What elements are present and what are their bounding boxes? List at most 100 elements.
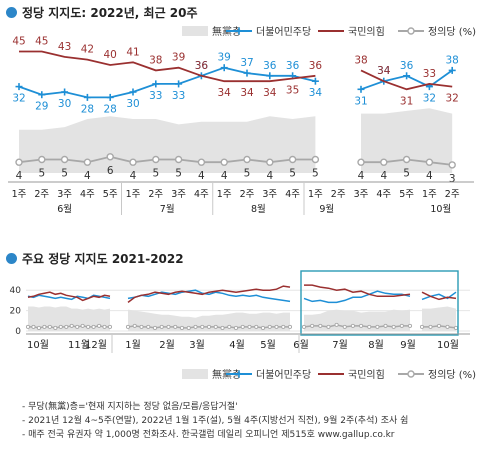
sub-jp-marker	[247, 324, 252, 329]
sub-month-label: 10월	[437, 339, 459, 351]
data-label: 36	[195, 60, 209, 72]
sub-jp-marker	[42, 324, 47, 329]
legend-label: 더불어민주당	[256, 369, 311, 381]
data-label: 36	[286, 60, 300, 72]
data-label: 3	[449, 173, 456, 185]
sub-jp-marker	[86, 324, 91, 329]
data-label: 28	[104, 103, 117, 115]
series-line-1-0	[19, 50, 316, 83]
x-tick-label: 3주	[57, 189, 72, 200]
data-label: 34	[377, 65, 391, 77]
sub-jp-marker	[200, 324, 205, 329]
data-label: 36	[195, 60, 209, 72]
sub-jp-marker	[186, 325, 191, 330]
series-line-2-0	[18, 155, 316, 164]
data-label: 38	[354, 54, 367, 66]
sub-month-label: 7월	[332, 339, 348, 351]
sub-jp-marker	[25, 324, 31, 329]
jp-marker	[380, 158, 388, 166]
sub-month-label: 9월	[400, 339, 416, 351]
sub-series-line-1-2	[304, 284, 411, 298]
x-tick-label: 4주	[285, 189, 300, 200]
sub-jp-marker	[206, 324, 212, 329]
footnotes: - 무당(無黨)층='현재 지지하는 정당 없음/모름/응답거절' - 2021…	[22, 400, 408, 442]
data-label: 34	[218, 87, 232, 99]
sub-jp-marker	[359, 323, 364, 328]
x-tick-label: 5주	[103, 189, 118, 200]
data-label: 32	[423, 93, 436, 105]
y-tick-label: 40	[10, 286, 22, 296]
legend-item: 더불어민주당	[226, 369, 311, 381]
sub-jp-marker	[139, 324, 144, 329]
data-label: 4	[198, 170, 205, 182]
data-label: 31	[354, 95, 367, 107]
x-tick-label: 2주	[331, 189, 346, 200]
sub-jp-marker	[407, 323, 413, 328]
y-tick-label: 20	[10, 307, 22, 317]
sub-month-label: 2월	[159, 339, 175, 351]
x-tick-label: 3주	[171, 189, 186, 200]
jp-marker	[288, 155, 297, 164]
x-tick-label: 1주	[217, 189, 232, 200]
data-label: 5	[312, 168, 319, 180]
data-label: 29	[35, 101, 48, 113]
dp-marker	[106, 93, 114, 101]
legend-marker	[407, 27, 415, 35]
data-label: 36	[400, 60, 414, 72]
jp-marker	[311, 155, 320, 164]
x-tick-label: 5주	[399, 189, 414, 200]
sub-month-label: 3월	[189, 339, 205, 351]
sub-jp-marker	[58, 324, 63, 329]
series-line-1-1	[360, 69, 453, 91]
legend-label: 정의당 (%)	[428, 26, 476, 38]
sub-title-text: 주요 정당 지지도 2021-2022	[22, 252, 184, 266]
sub-month-label: 6월	[293, 339, 309, 351]
data-label: 4	[16, 170, 23, 182]
x-tick-label: 2주	[445, 189, 460, 200]
sub-legend: 無黨층 더불어민주당 국민의힘 정의당 (%)	[182, 368, 476, 381]
data-label: 34	[240, 87, 254, 99]
data-label: 42	[81, 44, 94, 56]
dp-marker	[61, 88, 69, 96]
legend-item: 정의당 (%)	[398, 26, 476, 38]
x-tick-label: 1주	[126, 189, 141, 200]
x-tick-label: 2주	[148, 189, 163, 200]
data-label: 39	[218, 52, 231, 64]
title-bullet-icon	[6, 7, 17, 18]
sub-jp-marker	[91, 324, 96, 329]
dp-marker	[243, 69, 251, 77]
title-bullet-icon-2	[6, 253, 17, 264]
sub-chart-title: 주요 정당 지지도 2021-2022	[6, 250, 184, 267]
x-group-label: 9월	[319, 203, 334, 215]
legend-marker	[235, 370, 243, 378]
x-tick-label: 1주	[308, 189, 323, 200]
legend-item: 정의당 (%)	[398, 369, 476, 381]
nonpartisan-area-0	[19, 116, 316, 173]
data-label: 4	[266, 170, 273, 182]
x-group-label: 8월	[251, 203, 266, 215]
jp-marker	[448, 161, 456, 169]
dp-marker	[311, 77, 319, 85]
sub-series-line-1-1	[127, 285, 291, 303]
sub-jp-marker	[102, 324, 107, 329]
legend-label: 더불어민주당	[256, 26, 311, 38]
data-label: 5	[38, 168, 45, 180]
y-tick-label: 0	[15, 327, 21, 337]
main-title-text: 정당 지지도: 2022년, 최근 20주	[22, 6, 198, 20]
sub-jp-marker	[287, 324, 293, 329]
sub-jp-marker	[281, 324, 286, 329]
sub-month-label: 11월	[68, 339, 90, 351]
data-label: 41	[126, 46, 139, 58]
jp-marker	[15, 158, 23, 166]
data-label: 37	[240, 57, 253, 69]
data-label: 34	[263, 87, 277, 99]
series-line-0-0	[18, 66, 316, 99]
footnote-2: - 2021년 12월 4~5주(연말), 2022년 1월 1주(설), 5월…	[22, 416, 409, 426]
legend-item: 국민의힘	[318, 26, 385, 38]
sub-jp-marker	[267, 324, 272, 329]
footnote-1: - 무당(無黨)층='현재 지지하는 정당 없음/모름/응답거절'	[22, 402, 238, 412]
jp-marker	[174, 155, 183, 164]
data-label: 43	[58, 41, 71, 53]
sub-jp-marker	[173, 324, 178, 329]
